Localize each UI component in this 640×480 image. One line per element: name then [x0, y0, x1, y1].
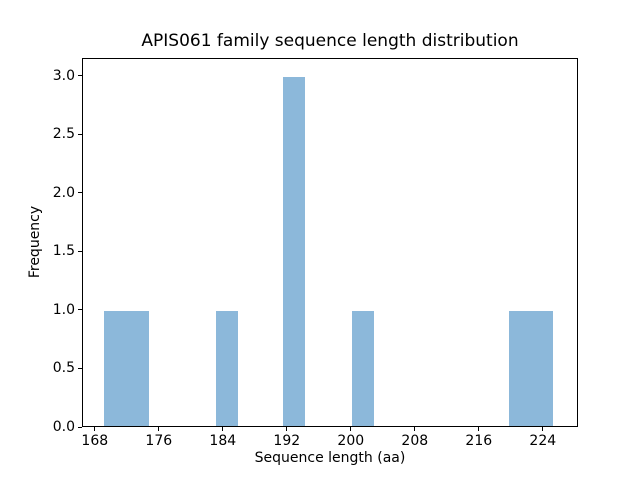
x-tick-label: 192: [273, 433, 301, 449]
x-tick-label: 200: [337, 433, 365, 449]
x-tick-label: 216: [465, 433, 493, 449]
y-tick-label: 1.5: [52, 243, 75, 260]
x-tick-label: 184: [209, 433, 237, 449]
y-tick-mark: [78, 192, 82, 194]
x-tick-mark: [478, 427, 480, 431]
x-tick-label: 168: [81, 433, 109, 449]
x-tick-label: 224: [529, 433, 557, 449]
histogram-bar: [126, 310, 149, 426]
y-tick-mark: [78, 367, 82, 369]
y-tick-mark: [78, 75, 82, 77]
y-tick-label: 2.0: [52, 184, 75, 201]
histogram-bar: [283, 76, 306, 426]
y-tick-mark: [78, 309, 82, 311]
y-tick-label: 3.0: [52, 67, 75, 84]
x-tick-mark: [542, 427, 544, 431]
y-tick-mark: [78, 250, 82, 252]
y-tick-label: 0.5: [52, 360, 75, 377]
x-tick-mark: [158, 427, 160, 431]
histogram-bar: [508, 310, 531, 426]
chart-title: APIS061 family sequence length distribut…: [141, 31, 519, 51]
x-tick-label: 208: [401, 433, 429, 449]
y-tick-mark: [78, 426, 82, 428]
x-tick-mark: [222, 427, 224, 431]
histogram-bar: [103, 310, 127, 426]
x-tick-mark: [286, 427, 288, 431]
histogram-bar: [531, 310, 554, 426]
histogram-bar: [351, 310, 375, 426]
y-tick-label: 2.5: [52, 126, 75, 143]
x-tick-label: 176: [145, 433, 173, 449]
x-axis-label: Sequence length (aa): [254, 450, 406, 466]
y-tick-mark: [78, 133, 82, 135]
x-tick-mark: [350, 427, 352, 431]
y-tick-label: 0.0: [52, 419, 75, 435]
x-tick-mark: [94, 427, 96, 431]
histogram-bar: [215, 310, 239, 426]
plot-area: [82, 58, 578, 427]
x-tick-mark: [414, 427, 416, 431]
y-tick-label: 1.0: [52, 301, 75, 318]
